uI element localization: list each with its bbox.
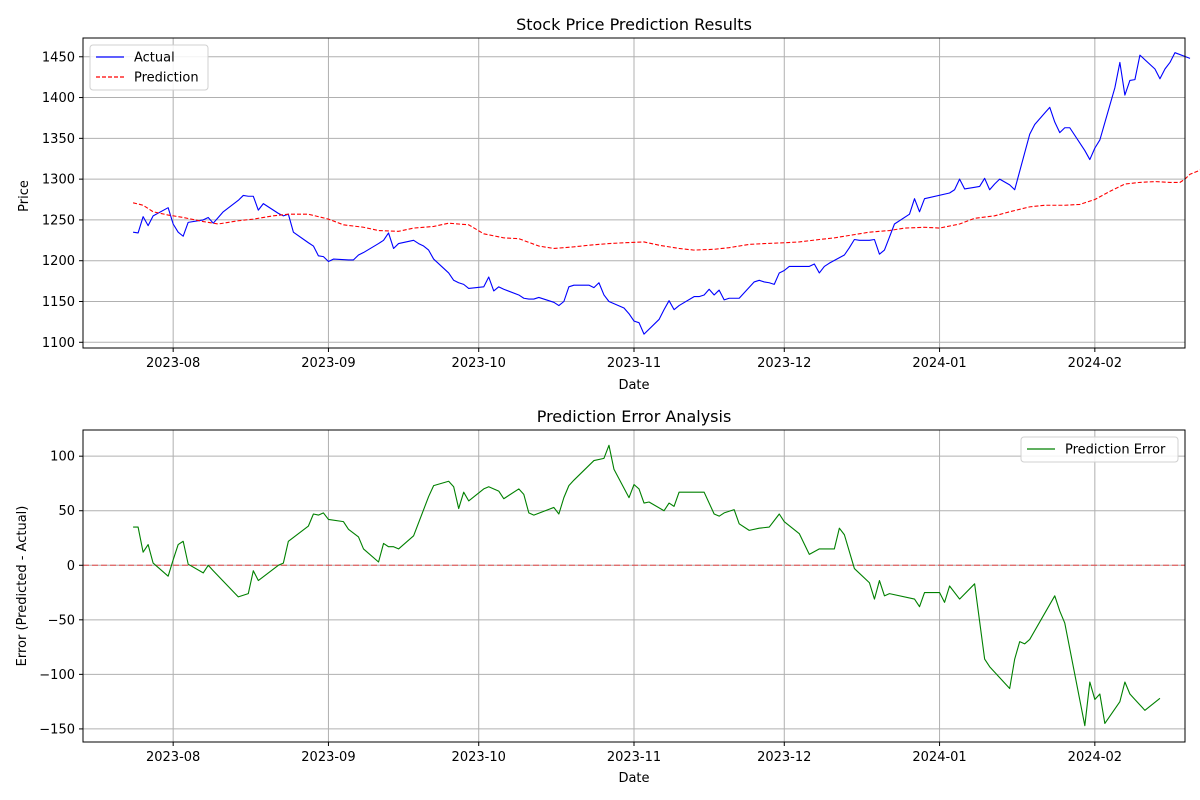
bottom-chart-x-tick-label: 2023-12 [757,750,811,765]
top-chart-plot: 2023-08 2023-09 2023-10 2023-11 2023-12 2024-… [42,37,1200,371]
top-chart-y-tick-label: 1350 [42,132,75,147]
top-chart-legend-box [89,44,209,91]
top-chart: Stock Price Prediction Results Date Pric… [17,15,752,393]
bottom-chart-x-tick-label: 2023-11 [607,750,661,765]
bottom-chart-legend: Prediction Error [1020,436,1179,463]
bottom-chart-legend-label: Prediction Error [1065,443,1166,458]
bottom-chart-x-tick-label: 2023-09 [301,750,355,765]
top-chart-series-actual-line [133,52,1191,335]
bottom-chart-y-tick-label: −150 [39,722,75,737]
bottom-chart: Prediction Error Analysis Date Error (Pr… [15,407,731,786]
top-chart-y-tick-label: 1100 [42,336,75,351]
top-chart-x-tick-label: 2024-01 [912,356,966,371]
bottom-chart-y-tick-label: 50 [58,504,75,519]
top-chart-legend-label: Prediction [134,71,199,86]
top-chart-legend: Actual Prediction [89,44,209,91]
top-chart-ylabel: Price [17,180,32,212]
top-chart-legend-label: Actual [134,51,175,66]
bottom-chart-title: Prediction Error Analysis [537,407,732,426]
bottom-chart-ylabel: Error (Predicted - Actual) [15,506,30,667]
bottom-chart-series-prediction-error-line [133,444,1161,727]
bottom-chart-x-tick-label: 2023-10 [452,750,506,765]
top-chart-x-tick-label: 2023-11 [607,356,661,371]
bottom-chart-y-tick-label: 0 [67,559,75,574]
top-chart-y-tick-label: 1400 [42,91,75,106]
top-chart-y-tick-label: 1450 [42,50,75,65]
top-chart-x-tick-label: 2024-02 [1068,356,1122,371]
top-chart-xlabel: Date [618,378,649,393]
top-chart-y-tick-label: 1300 [42,173,75,188]
top-chart-title: Stock Price Prediction Results [516,15,752,34]
top-chart-y-tick-label: 1200 [42,254,75,269]
bottom-chart-y-tick-label: −50 [48,613,75,628]
bottom-chart-plot: 2023-08 2023-09 2023-10 2023-11 2023-12 2024-… [39,429,1186,765]
bottom-chart-x-tick-label: 2024-02 [1068,750,1122,765]
top-chart-x-tick-label: 2023-10 [452,356,506,371]
top-chart-series-prediction-line [132,169,1200,251]
bottom-chart-legend-box [1020,436,1179,463]
bottom-chart-x-tick-label: 2024-01 [912,750,966,765]
bottom-chart-y-tick-label: 100 [50,450,75,465]
bottom-chart-y-tick-label: −100 [39,668,75,683]
top-chart-x-tick-label: 2023-09 [301,356,355,371]
top-chart-x-tick-label: 2023-12 [757,356,811,371]
bottom-chart-x-tick-label: 2023-08 [146,750,200,765]
bottom-chart-xlabel: Date [618,771,649,786]
top-chart-y-tick-label: 1150 [42,295,75,310]
top-chart-x-tick-label: 2023-08 [146,356,200,371]
top-chart-y-tick-label: 1250 [42,213,75,228]
